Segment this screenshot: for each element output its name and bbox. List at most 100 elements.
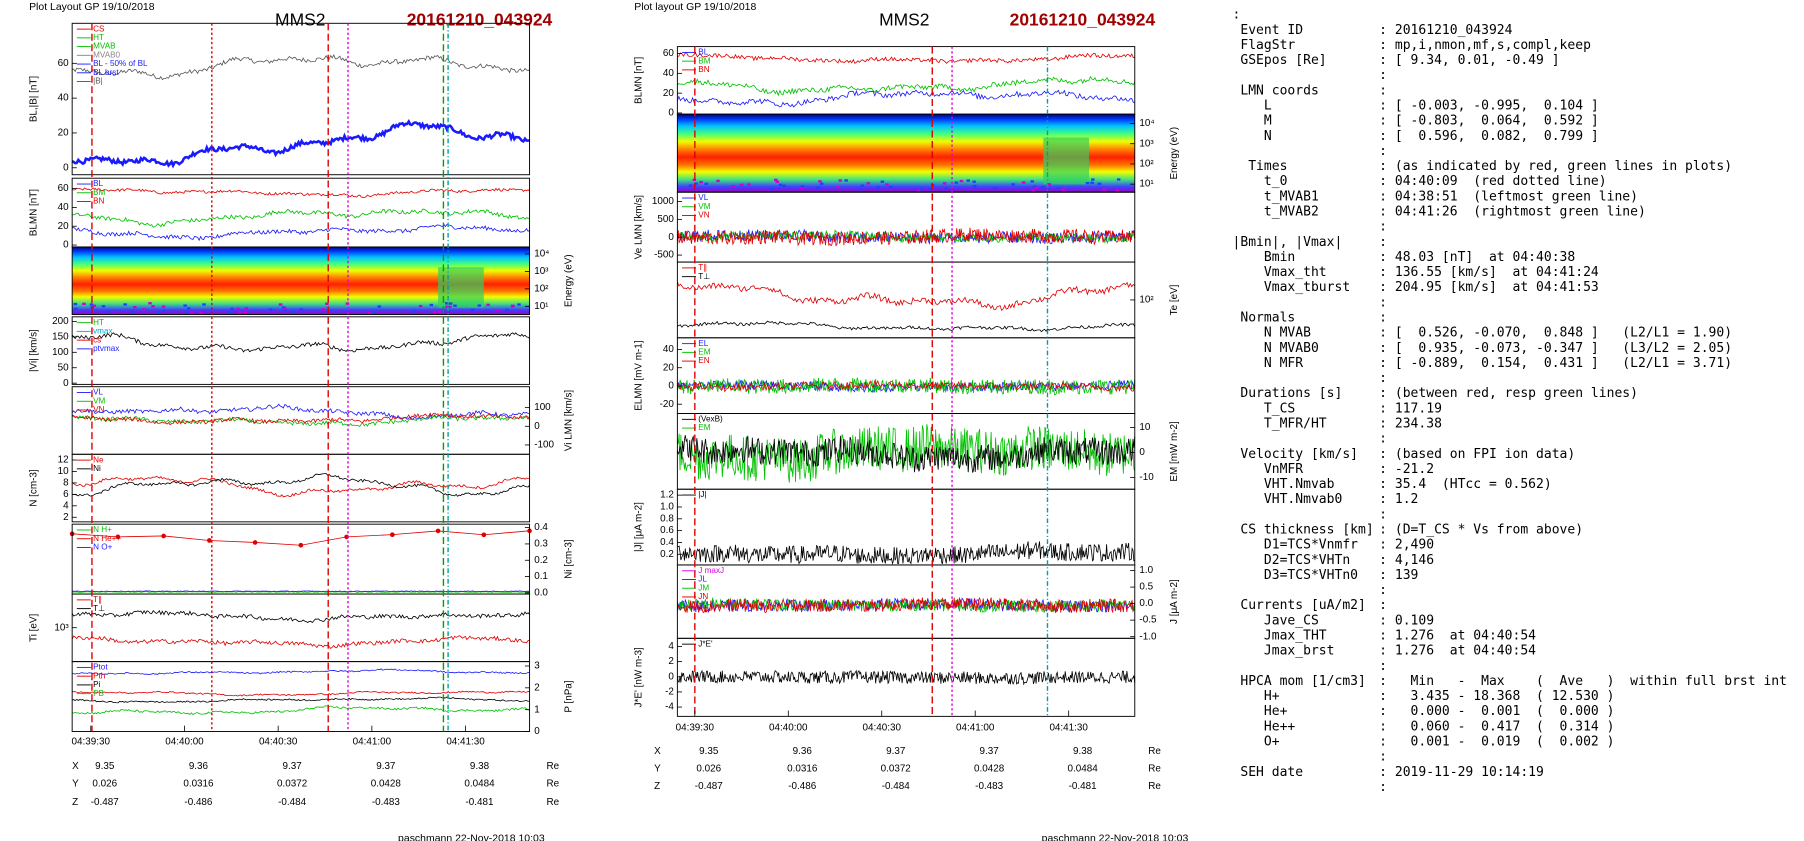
- spectrogram-speckle: [1090, 181, 1094, 184]
- spectrogram-speckle: [836, 185, 840, 189]
- y-tick-label: -0.5: [1139, 615, 1157, 626]
- spectrogram-speckle: [782, 184, 787, 187]
- y-tick-label: 20: [58, 221, 69, 232]
- summary-key: SEH date: [1233, 765, 1304, 780]
- summary-value: : 04:41:26 (rightmost green line): [1379, 204, 1646, 219]
- y-tick-label: 0.4: [660, 537, 674, 548]
- spectrogram-speckle: [1056, 187, 1061, 190]
- axis-label: BL,|B| [nT]: [28, 76, 39, 123]
- axis-label: Ni [cm-3]: [564, 539, 575, 579]
- y-tick-label: -10: [1139, 472, 1154, 483]
- spectrogram-speckle: [774, 178, 778, 182]
- trace: [676, 377, 1136, 396]
- trace-marker: [252, 540, 258, 545]
- legend-label: Ni: [93, 464, 101, 473]
- legend-label: N O+: [93, 543, 112, 552]
- spectrogram-speckle: [858, 188, 862, 191]
- spectrogram-speckle: [844, 179, 848, 182]
- coord-value: -0.481: [466, 797, 494, 808]
- legend-label: N H+: [93, 525, 112, 534]
- trace: [677, 229, 1136, 245]
- spectrogram-speckle: [966, 179, 970, 182]
- trace: [72, 54, 530, 81]
- spectrogram-speckle: [860, 184, 865, 187]
- spectrogram-speckle: [944, 187, 948, 190]
- spectrogram-speckle: [162, 309, 166, 313]
- y-tick-label: 1.0: [660, 502, 674, 513]
- coord-value: -0.484: [882, 781, 910, 792]
- plot-header: Plot Layout GP 19/10/2018: [29, 2, 155, 13]
- summary-key: Vmax_tburst: [1233, 280, 1351, 295]
- legend-label: HT: [93, 33, 104, 42]
- summary-key: O+: [1233, 734, 1280, 749]
- spectrogram-speckle: [838, 179, 843, 182]
- coord-value: 0.0428: [371, 779, 402, 790]
- x-tick-label: 04:39:30: [676, 723, 715, 734]
- spectrogram-speckle: [82, 302, 86, 306]
- summary-value: : (as indicated by red, green lines in p…: [1379, 159, 1732, 174]
- coord-value: 0.0484: [464, 779, 495, 790]
- spectrogram-speckle: [1115, 189, 1120, 192]
- axis-label: P [nPa]: [564, 680, 575, 712]
- spectrogram-speckle: [819, 182, 824, 185]
- spectrogram-speckle: [816, 186, 821, 189]
- summary-key: t_MVAB1: [1233, 189, 1319, 204]
- summary-key: Velocity [km/s]: [1233, 447, 1358, 462]
- y-tick-label: 10: [1139, 422, 1150, 433]
- y-tick-label: 100: [534, 402, 551, 413]
- spectrogram-speckle: [818, 180, 822, 183]
- summary-key: He++: [1233, 719, 1296, 734]
- spectrogram-speckle: [739, 183, 744, 187]
- summary-value: :: [1379, 659, 1387, 674]
- y-tick-label: 0: [668, 108, 674, 119]
- spectrogram-speckle: [282, 307, 287, 310]
- spectrogram-speckle: [371, 310, 376, 314]
- y-tick-label: 2: [668, 656, 673, 667]
- y-tick-label: 8: [63, 478, 69, 489]
- y-tick-label: 0.0: [1139, 598, 1153, 609]
- legend-label: EL: [698, 339, 708, 348]
- y-tick-label: 0: [668, 671, 674, 682]
- summary-value: : [ 0.526, -0.070, 0.848 ] (L2/L1 = 1.90…: [1379, 326, 1732, 341]
- axis-label: |Vi| [km/s]: [28, 329, 39, 372]
- legend-label: |B|: [93, 77, 103, 86]
- legend-label: VM: [93, 396, 105, 405]
- coord-value: -0.481: [1069, 781, 1097, 792]
- trace: [676, 89, 1135, 108]
- summary-key: Jave_CS: [1233, 613, 1319, 628]
- y-tick-label: 150: [52, 331, 69, 342]
- legend-label: T⊥: [698, 272, 710, 281]
- summary-key: He+: [1233, 704, 1288, 719]
- trace: [677, 596, 1135, 614]
- summary-value: : 0.109: [1379, 613, 1434, 628]
- trace: [71, 609, 530, 624]
- coord-value: -0.486: [788, 781, 816, 792]
- spectrogram-region: [438, 267, 484, 308]
- summary-value: :: [1379, 235, 1387, 250]
- legend-label: BL: [698, 48, 708, 57]
- summary-value: :: [1379, 83, 1387, 98]
- trace: [676, 227, 1136, 247]
- coord-label: X: [72, 761, 79, 772]
- spectrogram-speckle: [448, 305, 452, 308]
- summary-value: : [ -0.889, 0.154, 0.431 ] (L2/L1 = 3.71…: [1379, 356, 1732, 371]
- summary-key: t_0: [1233, 174, 1288, 189]
- spectrogram-speckle: [959, 179, 964, 183]
- summary-value: :: [1379, 144, 1387, 159]
- axis-label: Ti [eV]: [28, 613, 39, 641]
- summary-value: : 0.000 - 0.001 ( 0.000 ): [1379, 704, 1614, 719]
- summary-key: VnMFR: [1233, 462, 1304, 477]
- trace-marker: [390, 532, 395, 538]
- x-tick-label: 04:41:30: [446, 737, 485, 748]
- summary-value: : [ 0.596, 0.082, 0.799 ]: [1379, 129, 1599, 144]
- legend-label: VN: [698, 211, 709, 220]
- summary-key: |Bmin|, |Vmax|: [1233, 235, 1343, 250]
- legend-label: VM: [698, 202, 710, 211]
- y-tick-label: 0: [534, 726, 540, 737]
- spectrogram-speckle: [151, 305, 155, 308]
- trace: [71, 118, 530, 169]
- y-tick-label: 1.0: [1139, 565, 1153, 576]
- legend-label: (VexB): [698, 414, 723, 423]
- spectrogram-speckle: [495, 309, 499, 312]
- trace: [676, 379, 1136, 393]
